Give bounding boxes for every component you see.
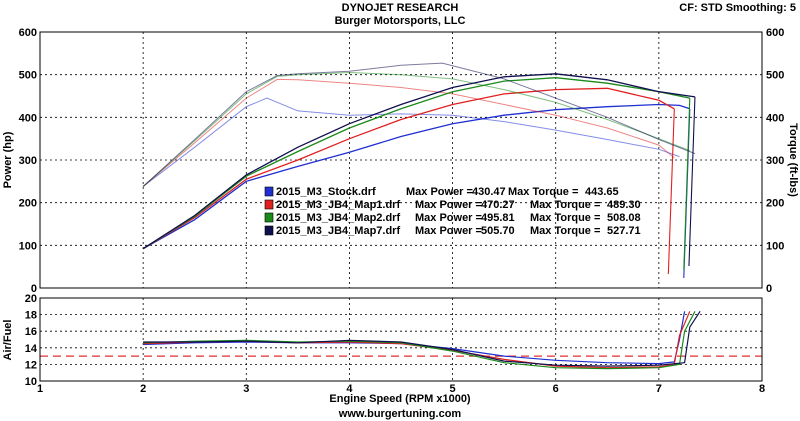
torque-tick-label: 300: [766, 155, 784, 167]
torque-tick-label: 500: [766, 70, 784, 82]
power-plot-ticks: 0 0 100 100 200 200 300 300 400 400 500 500 600 600: [19, 27, 785, 295]
legend-power-map7: 505.70: [481, 225, 515, 237]
legend-torque-map1: 489.30: [607, 199, 641, 211]
power-line-map2: [142, 77, 690, 250]
afr-tick-label: 20: [25, 293, 37, 305]
x-axis-label: Engine Speed (RPM x1000): [329, 393, 471, 405]
x-tick-label: 7: [656, 383, 662, 395]
torque-tick-label: 400: [766, 112, 784, 124]
legend-swatch-map2: [264, 212, 274, 223]
afr-plot-grid: [40, 298, 762, 381]
legend-torque-label-map2: Max Torque =: [530, 212, 600, 224]
power-tick-label: 500: [19, 70, 37, 82]
chart-title: DYNOJET RESEARCH: [342, 2, 459, 14]
torque-axis-label: Torque (ft-lbs): [787, 123, 799, 197]
legend-swatch-map1: [264, 199, 274, 210]
torque-line-map7: [142, 62, 696, 187]
x-tick-label: 8: [759, 383, 765, 395]
afr-line-map7: [143, 310, 701, 367]
power-line-map1: [142, 87, 675, 250]
afr-line-map1: [143, 311, 691, 369]
legend-power-stock: 430.47: [472, 186, 506, 198]
afr-series: [143, 310, 701, 370]
legend-torque-label-map7: Max Torque =: [530, 225, 600, 237]
power-torque-series: [142, 62, 696, 279]
power-tick-label: 600: [19, 27, 37, 39]
legend-file-stock: 2015_M3_Stock.drf: [276, 186, 376, 198]
x-tick-label: 6: [553, 383, 559, 395]
torque-tick-label: 200: [766, 198, 784, 210]
legend-swatch-map7: [264, 225, 274, 236]
afr-line-stock: [143, 311, 686, 365]
legend-torque-map7: 527.71: [607, 225, 641, 237]
legend: 2015_M3_Stock.drf Max Power = 430.47 Max…: [264, 186, 641, 237]
x-tick-label: 2: [140, 383, 146, 395]
power-plot-grid: [40, 32, 762, 288]
x-tick-label: 3: [243, 383, 249, 395]
afr-tick-label: 12: [25, 359, 37, 371]
settings-label: CF: STD Smoothing: 5: [679, 2, 796, 14]
afr-tick-label: 18: [25, 310, 37, 322]
legend-file-map2: 2015_M3_JB4_Map2.drf: [276, 212, 400, 224]
legend-torque-label-stock: Max Torque =: [508, 186, 578, 198]
torque-tick-label: 0: [766, 283, 772, 295]
torque-line-map2: [142, 71, 690, 187]
legend-power-label-map1: Max Power =: [415, 199, 482, 211]
legend-file-map1: 2015_M3_JB4_Map1.drf: [276, 199, 400, 211]
torque-line-stock: [142, 97, 680, 187]
power-tick-label: 200: [19, 198, 37, 210]
x-tick-label: 1: [37, 383, 43, 395]
power-tick-label: 400: [19, 112, 37, 124]
legend-power-map2: 495.81: [481, 212, 515, 224]
power-drop-map1: [667, 108, 675, 275]
legend-power-label-stock: Max Power =: [406, 186, 473, 198]
legend-power-map1: 470.27: [481, 199, 515, 211]
power-plot-frame: [39, 31, 763, 289]
legend-power-label-map2: Max Power =: [415, 212, 482, 224]
power-tick-label: 100: [19, 240, 37, 252]
afr-tick-label: 16: [25, 326, 37, 338]
chart-subtitle: Burger Motorsports, LLC: [335, 15, 466, 27]
torque-tick-label: 600: [766, 27, 784, 39]
legend-file-map7: 2015_M3_JB4_Map7.drf: [276, 225, 400, 237]
afr-tick-label: 10: [25, 376, 37, 388]
x-tick-label: 4: [346, 383, 353, 395]
x-tick-label: 5: [450, 383, 456, 395]
afr-line-map2: [143, 311, 696, 370]
afr-tick-label: 14: [25, 343, 38, 355]
power-tick-label: 300: [19, 155, 37, 167]
power-line-map7: [142, 73, 696, 250]
torque-line-map1: [142, 78, 675, 187]
legend-swatch-stock: [264, 186, 274, 197]
power-drop-map2: [683, 98, 691, 271]
legend-torque-label-map1: Max Torque =: [530, 199, 600, 211]
power-drop-map7: [688, 96, 696, 267]
torque-tick-label: 100: [766, 240, 784, 252]
power-axis-label: Power (hp): [2, 131, 14, 188]
power-tick-label: 0: [31, 283, 37, 295]
power-line-stock: [142, 103, 691, 250]
footer-url: www.burgertuning.com: [338, 408, 462, 420]
afr-plot-frame: [39, 297, 763, 382]
legend-torque-map2: 508.08: [607, 212, 641, 224]
afr-axis-label: Air/Fuel: [2, 320, 14, 361]
legend-power-label-map7: Max Power =: [415, 225, 482, 237]
legend-torque-stock: 443.65: [585, 186, 619, 198]
